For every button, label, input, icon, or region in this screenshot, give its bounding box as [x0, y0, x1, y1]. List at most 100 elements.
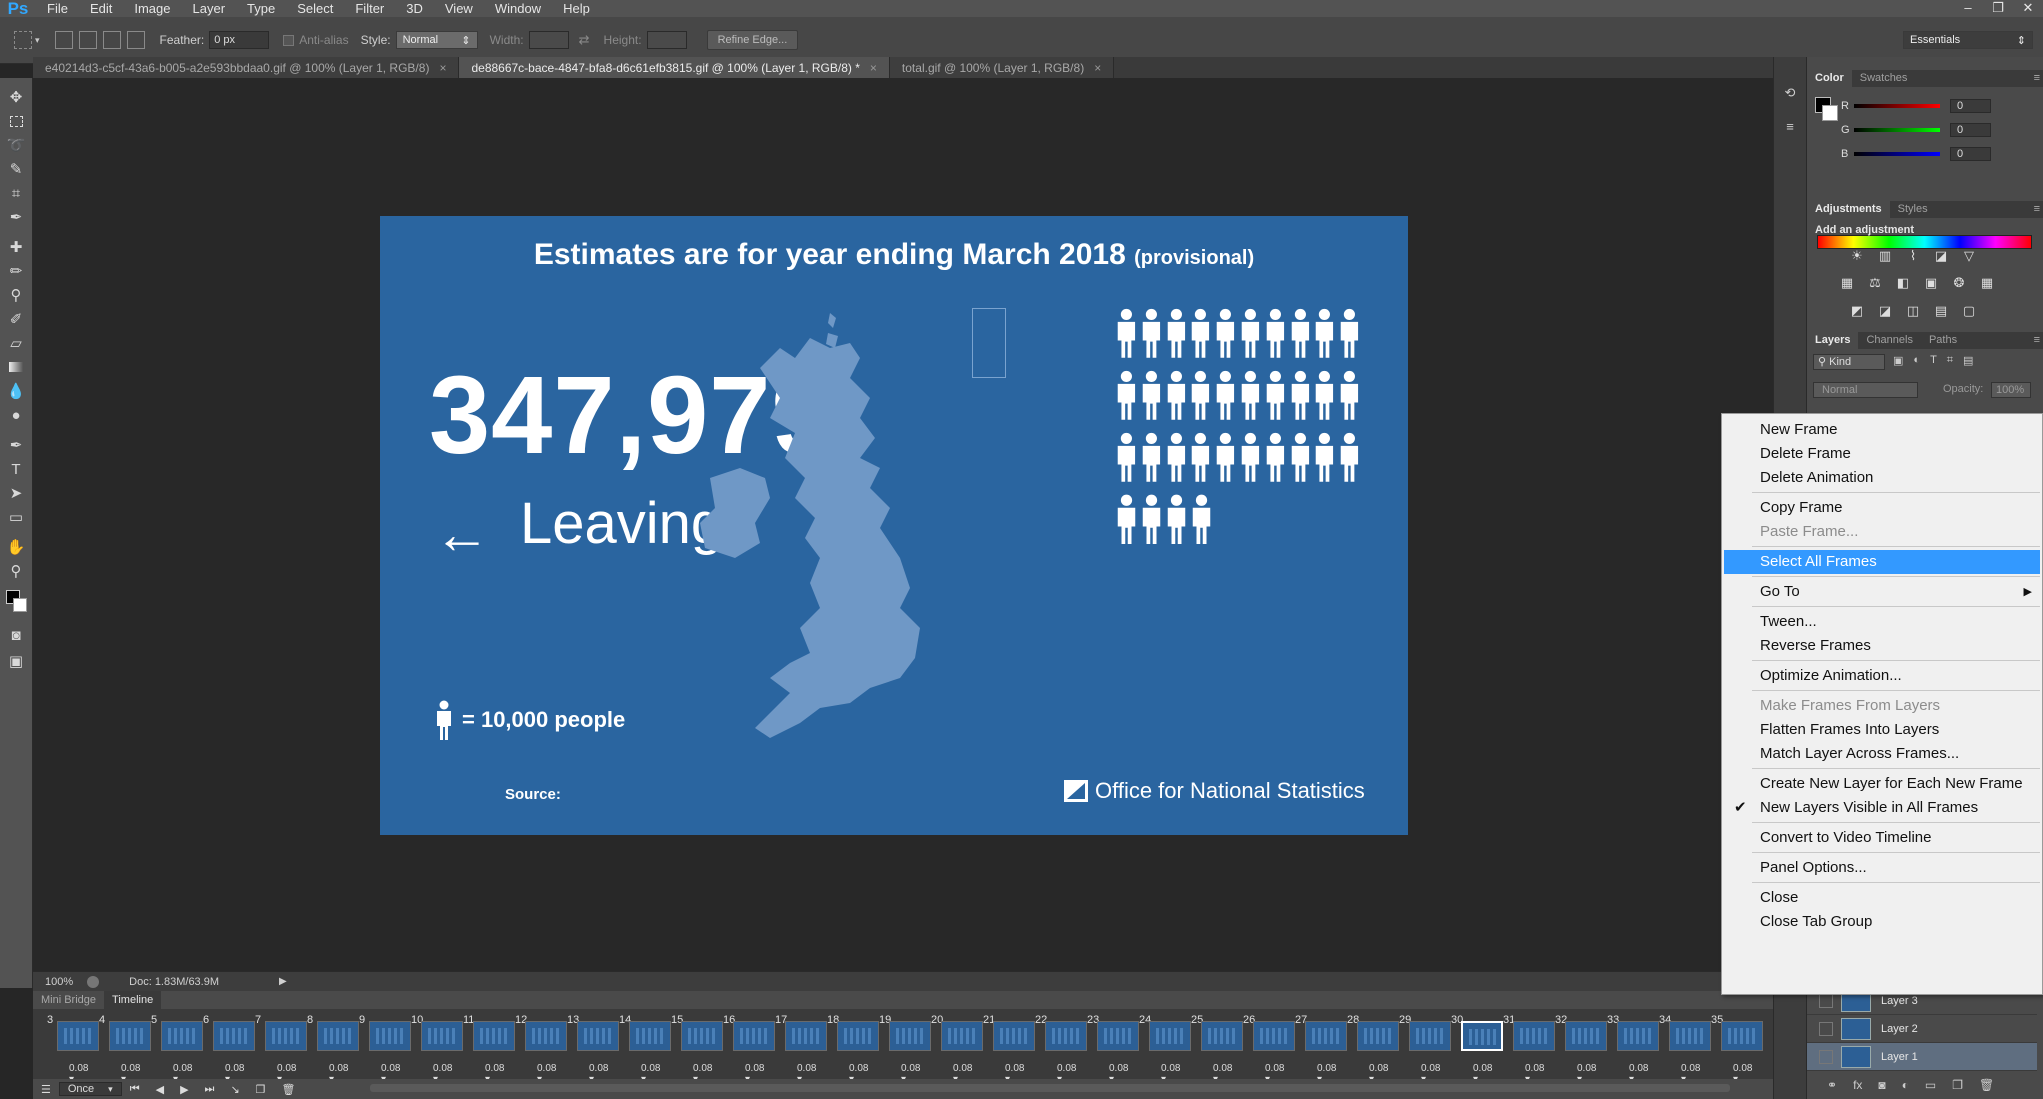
invert-icon[interactable]: ◩	[1850, 303, 1864, 318]
close-tab-icon[interactable]: ×	[869, 60, 877, 75]
menu-window[interactable]: Window	[494, 1, 542, 16]
healing-brush-tool-icon[interactable]: ✚	[9, 239, 23, 256]
frame-thumbnail[interactable]	[681, 1021, 723, 1051]
marquee-tool-icon[interactable]	[3, 110, 29, 132]
context-menu-item[interactable]: Match Layer Across Frames...	[1724, 742, 2040, 766]
context-menu-item[interactable]: Delete Animation	[1724, 466, 2040, 490]
brightness-icon[interactable]: ☀	[1851, 248, 1863, 263]
timeline-frame[interactable]: 30.08 ▾	[33, 1009, 99, 1085]
frame-thumbnail[interactable]	[1097, 1021, 1139, 1051]
frame-thumbnail[interactable]	[889, 1021, 931, 1051]
visibility-toggle-icon[interactable]	[1819, 993, 1833, 1008]
panel-menu-icon[interactable]: ≡	[2033, 203, 2040, 215]
link-layers-icon[interactable]: ⚭	[1827, 1078, 1838, 1092]
frame-thumbnail[interactable]	[733, 1021, 775, 1051]
timeline-frame[interactable]: 50.08 ▾	[137, 1009, 203, 1085]
blue-slider[interactable]: B 0	[1841, 147, 1991, 161]
blue-value[interactable]: 0	[1950, 147, 1991, 161]
delete-layer-icon[interactable]: 🗑	[1979, 1078, 1995, 1092]
red-slider[interactable]: R 0	[1841, 99, 1991, 113]
red-value[interactable]: 0	[1950, 99, 1991, 113]
frame-thumbnail[interactable]	[57, 1021, 99, 1051]
layer-filter-select[interactable]: ⚲ Kind	[1813, 354, 1885, 370]
timeline-frame[interactable]: 190.08 ▾	[865, 1009, 931, 1085]
frame-thumbnail[interactable]	[837, 1021, 879, 1051]
blue-bar[interactable]	[1853, 152, 1940, 156]
menu-type[interactable]: Type	[247, 1, 276, 16]
panel-menu-icon[interactable]: ≡	[2033, 72, 2040, 84]
red-bar[interactable]	[1853, 104, 1940, 108]
layer-row[interactable]: Layer 2	[1807, 1015, 2037, 1043]
background-color-swatch[interactable]	[1822, 105, 1838, 121]
frame-thumbnail[interactable]	[1253, 1021, 1295, 1051]
context-menu-item[interactable]: Select All Frames	[1724, 550, 2040, 574]
blur-tool-icon[interactable]: 💧	[6, 383, 26, 400]
document-canvas[interactable]: Estimates are for year ending March 2018…	[380, 216, 1408, 835]
status-info-icon[interactable]	[87, 975, 100, 988]
rectangle-tool-icon[interactable]: ▭	[8, 509, 24, 526]
menu-file[interactable]: File	[47, 1, 68, 16]
hand-tool-icon[interactable]: ✋	[6, 539, 26, 556]
new-adjustment-icon[interactable]: ◐	[1901, 1078, 1909, 1092]
timeline-frame[interactable]: 110.08 ▾	[449, 1009, 515, 1085]
context-menu-item[interactable]: ✔ New Layers Visible in All Frames	[1724, 796, 2040, 820]
tab-layers[interactable]: Layers	[1807, 332, 1859, 349]
quick-selection-tool-icon[interactable]: ✎	[9, 161, 23, 178]
timeline-frame[interactable]: 310.08 ▾	[1489, 1009, 1555, 1085]
color-lookup-icon[interactable]: ▦	[1980, 275, 1994, 290]
context-menu-item[interactable]: Copy Frame	[1724, 496, 2040, 520]
quick-mask-icon[interactable]: ◙	[11, 626, 21, 644]
clone-stamp-tool-icon[interactable]: ⚲	[10, 287, 22, 304]
first-frame-icon[interactable]: ⏮	[129, 1082, 140, 1095]
height-input[interactable]	[646, 31, 687, 49]
timeline-frame[interactable]: 150.08 ▾	[657, 1009, 723, 1085]
levels-icon[interactable]: ▥	[1878, 248, 1892, 263]
timeline-frame[interactable]: 320.08 ▾	[1541, 1009, 1607, 1085]
context-menu-item[interactable]: Convert to Video Timeline	[1724, 826, 2040, 850]
timeline-frame[interactable]: 120.08 ▾	[501, 1009, 567, 1085]
frame-thumbnail[interactable]	[785, 1021, 827, 1051]
tab-mini-bridge[interactable]: Mini Bridge	[41, 994, 97, 1006]
menu-image[interactable]: Image	[134, 1, 171, 16]
timeline-frame[interactable]: 140.08 ▾	[605, 1009, 671, 1085]
menu-edit[interactable]: Edit	[89, 1, 113, 16]
timeline-frame[interactable]: 80.08 ▾	[293, 1009, 359, 1085]
path-selection-tool-icon[interactable]: ➤	[9, 485, 23, 502]
frame-thumbnail[interactable]	[1357, 1021, 1399, 1051]
delete-frame-icon[interactable]: 🗑	[281, 1083, 296, 1096]
swap-dimensions-icon[interactable]: ⇄	[578, 32, 590, 47]
adjustment-filter-icon[interactable]: ◐	[1913, 354, 1921, 366]
timeline-frame[interactable]: 250.08 ▾	[1177, 1009, 1243, 1085]
green-bar[interactable]	[1853, 128, 1940, 132]
pixel-filter-icon[interactable]: ▣	[1893, 355, 1904, 367]
green-value[interactable]: 0	[1950, 123, 1991, 137]
style-select[interactable]: Normal ⇕	[395, 31, 478, 49]
history-panel-icon[interactable]: ⟲	[1784, 85, 1796, 100]
timeline-frame[interactable]: 260.08 ▾	[1229, 1009, 1295, 1085]
next-frame-icon[interactable]: ⏭	[204, 1082, 215, 1095]
new-selection-icon[interactable]	[54, 31, 73, 49]
timeline-frame[interactable]: 60.08 ▾	[189, 1009, 255, 1085]
eyedropper-tool-icon[interactable]: ✒	[9, 209, 23, 226]
curves-icon[interactable]: ⌇	[1909, 248, 1917, 263]
frame-thumbnail[interactable]	[109, 1021, 151, 1051]
menu-view[interactable]: View	[444, 1, 473, 16]
frame-thumbnail[interactable]	[1461, 1021, 1503, 1051]
color-spectrum[interactable]	[1817, 235, 2032, 249]
context-menu-item[interactable]: Go To ▶	[1724, 580, 2040, 604]
intersect-selection-icon[interactable]	[126, 31, 145, 49]
timeline-frame[interactable]: 180.08 ▾	[813, 1009, 879, 1085]
brush-tool-icon[interactable]: ✏	[9, 263, 23, 280]
marquee-preset-icon[interactable]	[14, 31, 32, 49]
timeline-frame[interactable]: 130.08 ▾	[553, 1009, 619, 1085]
prev-frame-icon[interactable]: ◀	[155, 1083, 165, 1096]
lasso-tool-icon[interactable]: ➰	[6, 137, 26, 154]
posterize-icon[interactable]: ◪	[1878, 303, 1892, 318]
frame-thumbnail[interactable]	[265, 1021, 307, 1051]
gradient-map-icon[interactable]: ▤	[1934, 303, 1948, 318]
context-menu-item[interactable]: Flatten Frames Into Layers	[1724, 718, 2040, 742]
context-menu-item[interactable]: Create New Layer for Each New Frame	[1724, 772, 2040, 796]
visibility-toggle-icon[interactable]	[1819, 1049, 1833, 1064]
frame-thumbnail[interactable]	[161, 1021, 203, 1051]
frame-thumbnail[interactable]	[993, 1021, 1035, 1051]
